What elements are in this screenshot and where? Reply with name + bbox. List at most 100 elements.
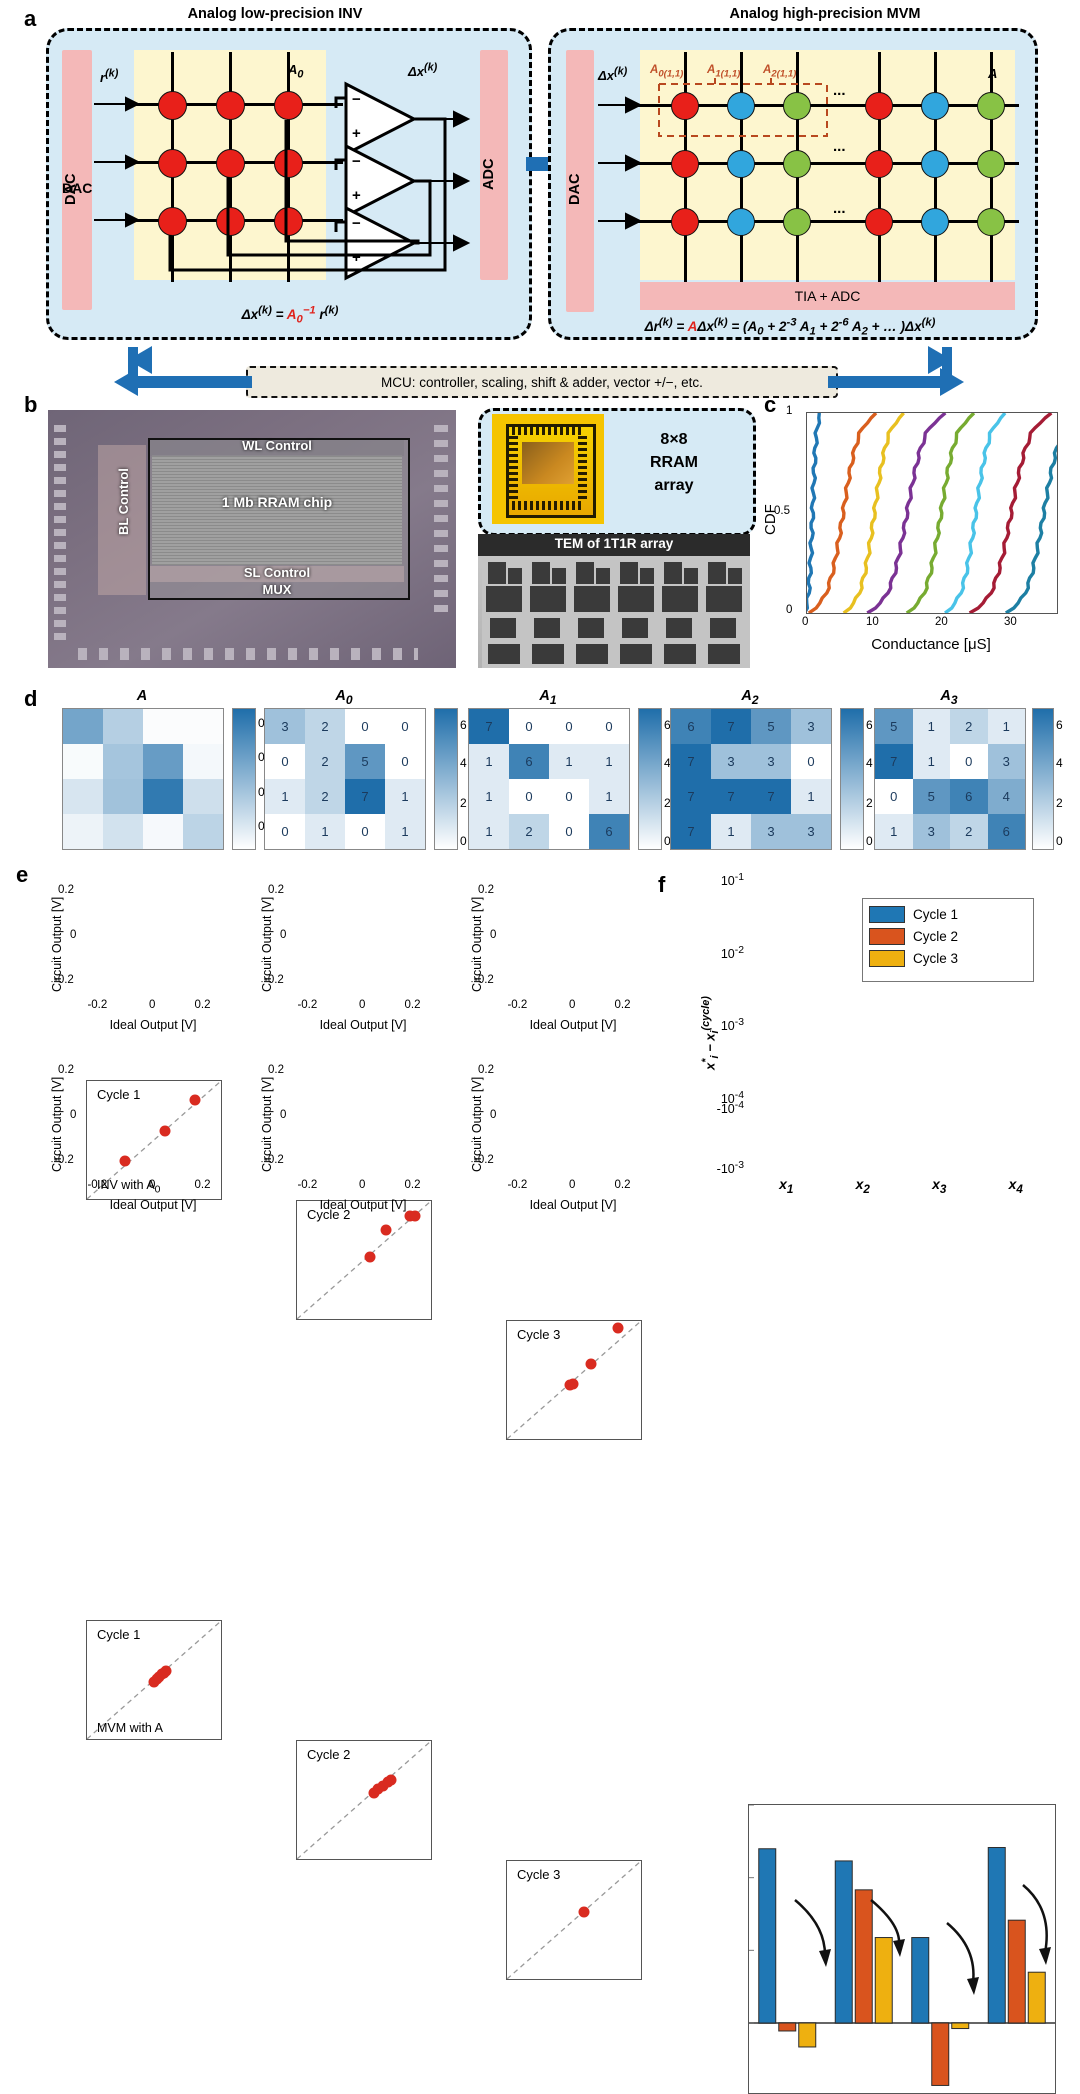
equation-mvm: Δr(k) = AΔx(k) = (A0 + 2-3 A1 + 2-6 A2 +… bbox=[560, 316, 1020, 337]
scatter-ylabel-wrap: Circuit Output [V] bbox=[260, 1077, 355, 1186]
data-point bbox=[364, 1251, 376, 1263]
heatmap-cell bbox=[183, 709, 223, 744]
data-point bbox=[385, 1774, 397, 1786]
error-chart-ytick: 10-1 bbox=[720, 872, 744, 889]
heatmap-cell: 5 bbox=[345, 744, 385, 779]
heatmap-cell: 0 bbox=[589, 709, 629, 744]
input-label-r-text: r(k) bbox=[100, 68, 119, 86]
scatter-xtick: 0.2 bbox=[194, 1179, 211, 1191]
colorbar-A1-ticks: 6 4 2 0 bbox=[664, 708, 694, 848]
error-chart-ytick: -10-4 bbox=[716, 1100, 744, 1117]
ellipsis-row2: ... bbox=[833, 138, 846, 155]
bl-control-block bbox=[98, 445, 146, 595]
heatmap-cell bbox=[103, 709, 143, 744]
scatter-xtick: -0.2 bbox=[87, 1179, 108, 1191]
heatmap-cell: 3 bbox=[711, 744, 751, 779]
heatmap-cell: 7 bbox=[711, 779, 751, 814]
colorbar-A1 bbox=[638, 708, 662, 850]
scatter-ylabel: Circuit Output [V] bbox=[50, 896, 64, 992]
rram-cell bbox=[921, 208, 949, 236]
adc-block bbox=[480, 50, 508, 280]
scatter-plot: Cycle 3 bbox=[506, 1860, 642, 1980]
legend-swatch-cycle3 bbox=[869, 949, 905, 967]
heatmap-cell: 2 bbox=[950, 814, 988, 849]
heatmap-cell: 5 bbox=[875, 709, 913, 744]
colorbar-A0-ticks: 6 4 2 0 bbox=[460, 708, 490, 848]
heatmap-cell: 2 bbox=[305, 709, 345, 744]
scatter-xtick: 0 bbox=[149, 999, 156, 1011]
tia-adc-block: TIA + ADC bbox=[640, 282, 1015, 310]
dac-left-text: DAC bbox=[63, 174, 94, 221]
rram-cell bbox=[727, 208, 755, 236]
colorbar-A3-ticks: 6 4 2 0 bbox=[1056, 708, 1080, 848]
data-point bbox=[567, 1378, 579, 1390]
data-point bbox=[612, 1322, 624, 1334]
heatmap-cell: 4 bbox=[987, 779, 1025, 814]
rram-cell bbox=[865, 150, 893, 178]
error-bar-chart bbox=[748, 1804, 1056, 2094]
heatmap-cell: 0 bbox=[265, 744, 305, 779]
heatmap-cell: 1 bbox=[385, 814, 425, 849]
input-label-r: r(k) bbox=[100, 68, 118, 85]
cbar-tick: 0 bbox=[1056, 834, 1063, 848]
tem-image: TEM of 1T1R array bbox=[478, 534, 750, 668]
legend-swatch-cycle1 bbox=[869, 905, 905, 923]
heatmap-cell: 7 bbox=[469, 709, 509, 744]
heatmap-cell: 6 bbox=[509, 744, 549, 779]
svg-text:+: + bbox=[352, 125, 361, 142]
scatter-ytick: -0.2 bbox=[474, 974, 494, 987]
scatter-note: INV with A0 bbox=[97, 1177, 161, 1196]
panel-a-right-title: Analog high-precision MVM bbox=[729, 6, 921, 22]
scatter-title: Cycle 2 bbox=[307, 1747, 351, 1762]
cbar-tick: 0 bbox=[460, 834, 467, 848]
bond-pads-right bbox=[434, 425, 448, 615]
heatmap-cell bbox=[103, 744, 143, 779]
panel-a-left-title: Analog low-precision INV bbox=[187, 6, 363, 22]
heatmap-cell: 1 bbox=[589, 779, 629, 814]
heatmap-cell: 0 bbox=[345, 814, 385, 849]
heatmap-cell bbox=[143, 709, 183, 744]
mcu-block: MCU: controller, scaling, shift & adder,… bbox=[246, 366, 838, 398]
rram-cell bbox=[216, 91, 245, 120]
legend-label: Cycle 3 bbox=[913, 950, 959, 966]
error-chart-ytick: 10-3 bbox=[720, 1017, 744, 1034]
scatter-xtick: -0.2 bbox=[507, 1179, 528, 1191]
cdf-xtick-0: 0 bbox=[802, 616, 809, 628]
scatter-xlabel: Ideal Output [V] bbox=[109, 1198, 197, 1212]
data-point bbox=[380, 1224, 392, 1236]
panel-label-f: f bbox=[658, 872, 666, 897]
rram-cell bbox=[274, 149, 303, 178]
rram-cell bbox=[158, 91, 187, 120]
heatmap-cell: 3 bbox=[912, 814, 950, 849]
scatter-ytick: 0.2 bbox=[478, 1063, 494, 1076]
dac-right-label: DAC bbox=[567, 173, 583, 205]
input-label-dx-right-text: Δx(k) bbox=[598, 66, 628, 84]
svg-text:+: + bbox=[352, 187, 361, 204]
cbar-tick: 6 bbox=[1056, 718, 1063, 732]
heatmap-cell bbox=[183, 744, 223, 779]
rram-cell bbox=[783, 150, 811, 178]
rram-array-pads-top bbox=[512, 426, 582, 435]
scatter-ytick: 0 bbox=[280, 929, 287, 941]
heatmap-cell: 2 bbox=[305, 744, 345, 779]
panel-label-b: b bbox=[24, 392, 38, 417]
cbar-tick: 6 bbox=[460, 718, 467, 732]
scatter-xtick: 0 bbox=[359, 1179, 366, 1191]
rram-cell bbox=[671, 92, 699, 120]
cell-label-A2: A2(1,1) bbox=[763, 64, 796, 79]
colorbar-A3 bbox=[1032, 708, 1054, 850]
rram-cell bbox=[727, 92, 755, 120]
cell-label-A2-text: A2(1,1) bbox=[763, 64, 797, 80]
heatmap-cell: 0 bbox=[791, 744, 831, 779]
matrix-title-A: A bbox=[136, 688, 148, 704]
dac-left bbox=[62, 50, 92, 310]
error-chart-ytick: 10-4 bbox=[720, 1090, 744, 1107]
heatmap-cell bbox=[143, 779, 183, 814]
wl-control-label: WL Control bbox=[242, 438, 312, 453]
scatter-plot: Cycle 3 bbox=[506, 1320, 642, 1440]
cell-label-A0: A0(1,1) bbox=[650, 64, 683, 79]
rram-cell bbox=[865, 92, 893, 120]
scatter-title: Cycle 2 bbox=[307, 1207, 351, 1222]
rram-cell bbox=[671, 208, 699, 236]
